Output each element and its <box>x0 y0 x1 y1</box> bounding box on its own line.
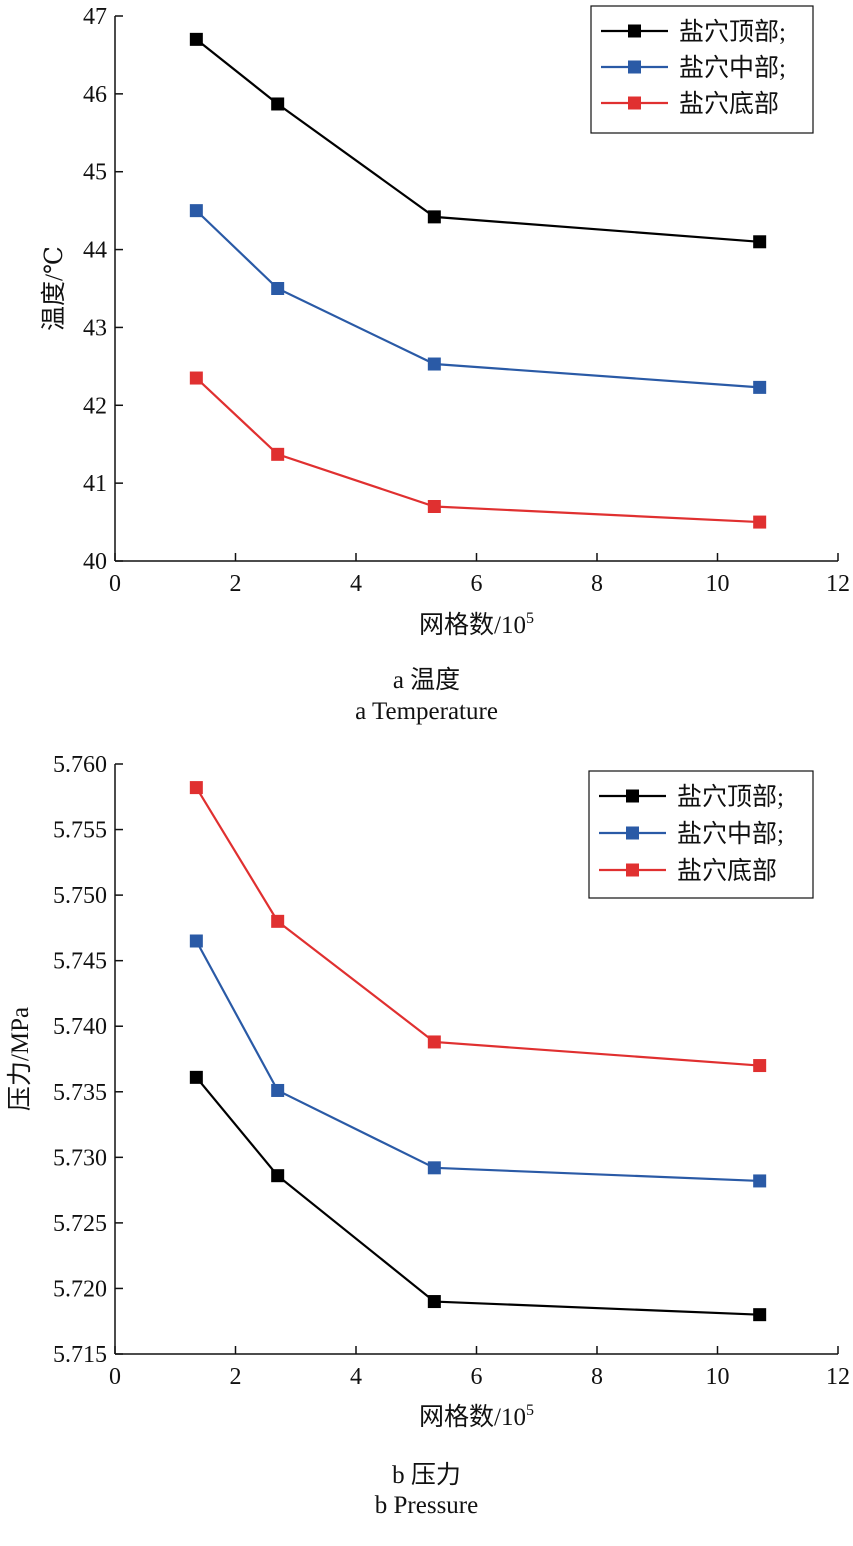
x-tick-label: 12 <box>826 571 850 597</box>
series-line <box>195 1076 760 1316</box>
y-tick-label: 5.715 <box>53 1342 107 1368</box>
data-point-marker <box>427 500 441 513</box>
series-line <box>195 787 760 1067</box>
data-point-marker <box>427 357 441 371</box>
legend-label: 盐穴顶部; <box>679 18 786 46</box>
y-tick-label: 5.720 <box>53 1276 107 1302</box>
chart-1: 5.715 5.720 5.725 5.730 5.735 5.740 5.745 5.750… <box>6 752 850 1431</box>
y-tick-label: 47 <box>83 4 107 30</box>
series-2 <box>189 781 767 1073</box>
caption-a-en: a Temperature <box>355 698 498 725</box>
y-tick-label: 44 <box>83 238 107 264</box>
data-point-marker <box>427 1035 441 1049</box>
x-axis-label: 网格数/105 <box>419 610 534 639</box>
x-tick-label: 10 <box>706 1364 730 1390</box>
legend: 盐穴顶部; 盐穴中部; 盐穴底部 <box>590 5 814 134</box>
x-tick-label: 4 <box>350 571 362 597</box>
data-point-marker <box>189 781 203 795</box>
legend-marker <box>626 826 639 840</box>
x-tick-label: 6 <box>471 571 483 597</box>
data-point-marker <box>271 1083 285 1097</box>
x-tick-label: 12 <box>826 1364 850 1390</box>
data-point-marker <box>753 1059 767 1073</box>
y-tick-label: 40 <box>83 549 107 575</box>
data-point-marker <box>753 515 767 529</box>
x-tick-label: 0 <box>109 1364 121 1390</box>
y-tick-label: 5.745 <box>53 949 107 975</box>
y-tick-label: 45 <box>83 160 107 186</box>
caption-b-en: b Pressure <box>374 1492 479 1519</box>
data-point-marker <box>189 32 203 46</box>
y-tick-label: 41 <box>83 471 107 497</box>
x-axis-label: 网格数/105 <box>419 1402 534 1431</box>
y-tick-label: 5.725 <box>53 1211 107 1237</box>
y-tick-label: 5.740 <box>53 1014 107 1040</box>
legend-marker <box>628 60 641 74</box>
data-point-marker <box>271 447 285 461</box>
x-axis-label-sup: 5 <box>526 610 534 627</box>
data-point-marker <box>753 235 767 249</box>
series-line <box>195 377 760 524</box>
x-axis-label-text: 网格数/10 <box>419 611 526 639</box>
legend-label: 盐穴中部; <box>679 54 786 82</box>
x-tick-label: 4 <box>350 1364 362 1390</box>
y-tick-label: 43 <box>83 315 107 341</box>
legend-label: 盐穴底部 <box>677 857 777 885</box>
y-tick-label: 5.735 <box>53 1080 107 1106</box>
y-axis-label: 温度/℃ <box>40 246 68 331</box>
caption-b-zh: b 压力 <box>392 1462 461 1489</box>
series-1 <box>189 204 767 394</box>
data-point-marker <box>427 1161 441 1175</box>
x-tick-label: 2 <box>230 1364 242 1390</box>
caption-a-zh: a 温度 <box>392 667 461 694</box>
data-point-marker <box>271 914 285 928</box>
x-tick-label: 6 <box>471 1364 483 1390</box>
y-tick-label: 5.730 <box>53 1145 107 1171</box>
legend-marker <box>628 24 641 38</box>
data-point-marker <box>271 97 285 111</box>
x-axis-label-sup: 5 <box>526 1402 534 1419</box>
series-0 <box>189 1070 767 1322</box>
y-tick-label: 42 <box>83 393 107 419</box>
series-0 <box>189 32 767 249</box>
legend-label: 盐穴底部 <box>679 90 779 118</box>
data-point-marker <box>753 380 767 394</box>
x-tick-label: 10 <box>706 571 730 597</box>
data-point-marker <box>753 1308 767 1322</box>
legend-marker <box>628 96 641 110</box>
data-point-marker <box>427 1295 441 1309</box>
y-tick-label: 5.750 <box>53 883 107 909</box>
y-tick-label: 46 <box>83 82 107 108</box>
y-tick-label: 5.760 <box>53 752 107 778</box>
data-point-marker <box>189 1070 203 1084</box>
series-2 <box>189 371 767 529</box>
legend-label: 盐穴中部; <box>677 820 784 848</box>
data-point-marker <box>189 204 203 218</box>
x-tick-label: 0 <box>109 571 121 597</box>
series-line <box>195 209 760 389</box>
x-tick-label: 8 <box>591 571 603 597</box>
legend-label: 盐穴顶部; <box>677 783 784 811</box>
data-point-marker <box>271 1169 285 1183</box>
data-point-marker <box>427 210 441 224</box>
legend-marker <box>626 789 639 803</box>
series-line <box>195 940 760 1183</box>
y-tick-label: 5.755 <box>53 818 107 844</box>
x-tick-label: 2 <box>230 571 242 597</box>
legend-marker <box>626 863 639 877</box>
y-axis-label: 压力/MPa <box>6 1007 34 1111</box>
legend: 盐穴顶部; 盐穴中部; 盐穴底部 <box>588 770 814 899</box>
data-point-marker <box>271 282 285 295</box>
series-line <box>195 38 760 243</box>
data-point-marker <box>753 1174 767 1188</box>
x-tick-label: 8 <box>591 1364 603 1390</box>
series-1 <box>189 934 767 1188</box>
data-point-marker <box>189 371 203 385</box>
data-point-marker <box>189 934 203 948</box>
x-axis-label-text: 网格数/10 <box>419 1403 526 1431</box>
